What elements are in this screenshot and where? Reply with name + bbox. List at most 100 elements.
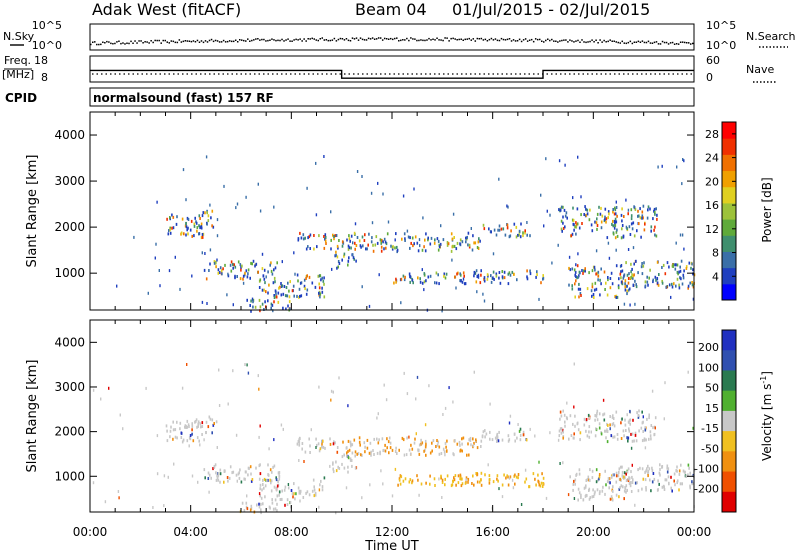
noise-point — [607, 40, 609, 43]
range-cell — [335, 460, 337, 464]
range-cell — [315, 161, 317, 165]
range-cell — [277, 291, 280, 295]
range-cell — [653, 433, 655, 437]
range-cell — [201, 300, 204, 304]
range-cell — [461, 240, 464, 244]
range-cell — [378, 273, 380, 277]
range-cell — [598, 422, 601, 426]
noise-point — [110, 42, 112, 45]
range-cell — [599, 278, 601, 282]
range-cell — [169, 435, 171, 439]
range-cell — [642, 415, 644, 419]
range-cell — [496, 434, 498, 438]
range-cell — [237, 472, 240, 476]
range-cell — [509, 234, 512, 238]
range-cell — [571, 218, 574, 222]
noise-point — [559, 40, 561, 42]
range-cell — [661, 266, 663, 269]
range-cell — [347, 470, 349, 474]
range-cell — [604, 217, 606, 221]
noise-point — [355, 37, 358, 39]
range-cell — [226, 293, 228, 297]
range-cell — [176, 215, 178, 219]
range-cell — [409, 236, 411, 240]
range-cell — [632, 274, 634, 278]
range-cell — [679, 482, 682, 486]
range-cell — [608, 477, 611, 481]
noise-point — [285, 39, 287, 41]
range-cell — [211, 431, 213, 435]
range-cell — [283, 285, 286, 288]
range-cell — [423, 272, 426, 276]
range-cell — [246, 507, 249, 511]
range-cell — [399, 482, 402, 486]
range-cell — [642, 430, 644, 433]
range-cell — [250, 479, 253, 483]
range-cell — [578, 282, 580, 286]
range-cell — [634, 433, 637, 437]
range-cell — [480, 471, 483, 475]
range-cell — [661, 279, 663, 283]
noise-point — [315, 39, 317, 41]
range-cell — [494, 436, 497, 440]
range-cell — [195, 221, 198, 225]
noise-series — [90, 37, 694, 46]
range-cell — [208, 490, 210, 494]
noise-point — [691, 42, 694, 45]
range-cell — [362, 244, 364, 248]
range-cell — [560, 227, 563, 231]
range-cell — [571, 287, 574, 291]
range-cell — [456, 272, 458, 276]
range-cell — [648, 467, 651, 471]
range-cell — [620, 421, 622, 425]
range-cell — [406, 436, 408, 440]
range-cell — [495, 272, 498, 276]
range-cell — [273, 205, 275, 209]
range-cell — [542, 277, 544, 281]
noise-point — [510, 40, 513, 42]
range-cell — [335, 234, 338, 237]
range-cell — [541, 472, 543, 476]
range-cell — [607, 423, 609, 427]
range-cell — [271, 498, 273, 502]
range-cell — [676, 277, 679, 281]
range-cell — [630, 214, 633, 218]
range-cell — [183, 232, 185, 236]
range-cell — [624, 487, 627, 491]
range-cell — [337, 246, 339, 250]
range-cell — [570, 434, 573, 437]
range-cell — [589, 478, 591, 482]
range-cell — [505, 476, 507, 480]
range-cell — [418, 238, 421, 242]
noise-point — [273, 39, 275, 41]
range-cell — [230, 260, 233, 264]
range-cell — [644, 446, 647, 450]
range-cell — [265, 478, 267, 482]
range-cell — [495, 233, 498, 237]
range-cell — [306, 186, 308, 190]
range-cell — [341, 455, 344, 459]
range-cell — [275, 478, 278, 482]
range-cell — [406, 392, 409, 396]
range-cell — [441, 478, 444, 482]
range-cell — [476, 246, 479, 249]
range-cell — [644, 280, 647, 284]
range-cell — [437, 273, 439, 277]
range-cell — [582, 498, 585, 502]
range-cell — [300, 294, 303, 298]
range-cell — [630, 446, 633, 450]
range-cell — [218, 368, 220, 372]
range-cell — [267, 299, 269, 303]
range-cell — [453, 478, 456, 482]
range-cell — [576, 421, 579, 425]
range-cell — [314, 285, 317, 289]
noise-point — [271, 38, 273, 40]
range-cell — [224, 263, 226, 267]
noise-point — [637, 40, 640, 43]
range-cell — [358, 440, 361, 444]
range-cell — [657, 479, 659, 483]
velocity-colorbar-label: Velocity [m s-1] — [759, 371, 774, 461]
range-cell — [454, 275, 456, 279]
range-cell — [215, 420, 218, 424]
range-cell — [692, 297, 695, 301]
